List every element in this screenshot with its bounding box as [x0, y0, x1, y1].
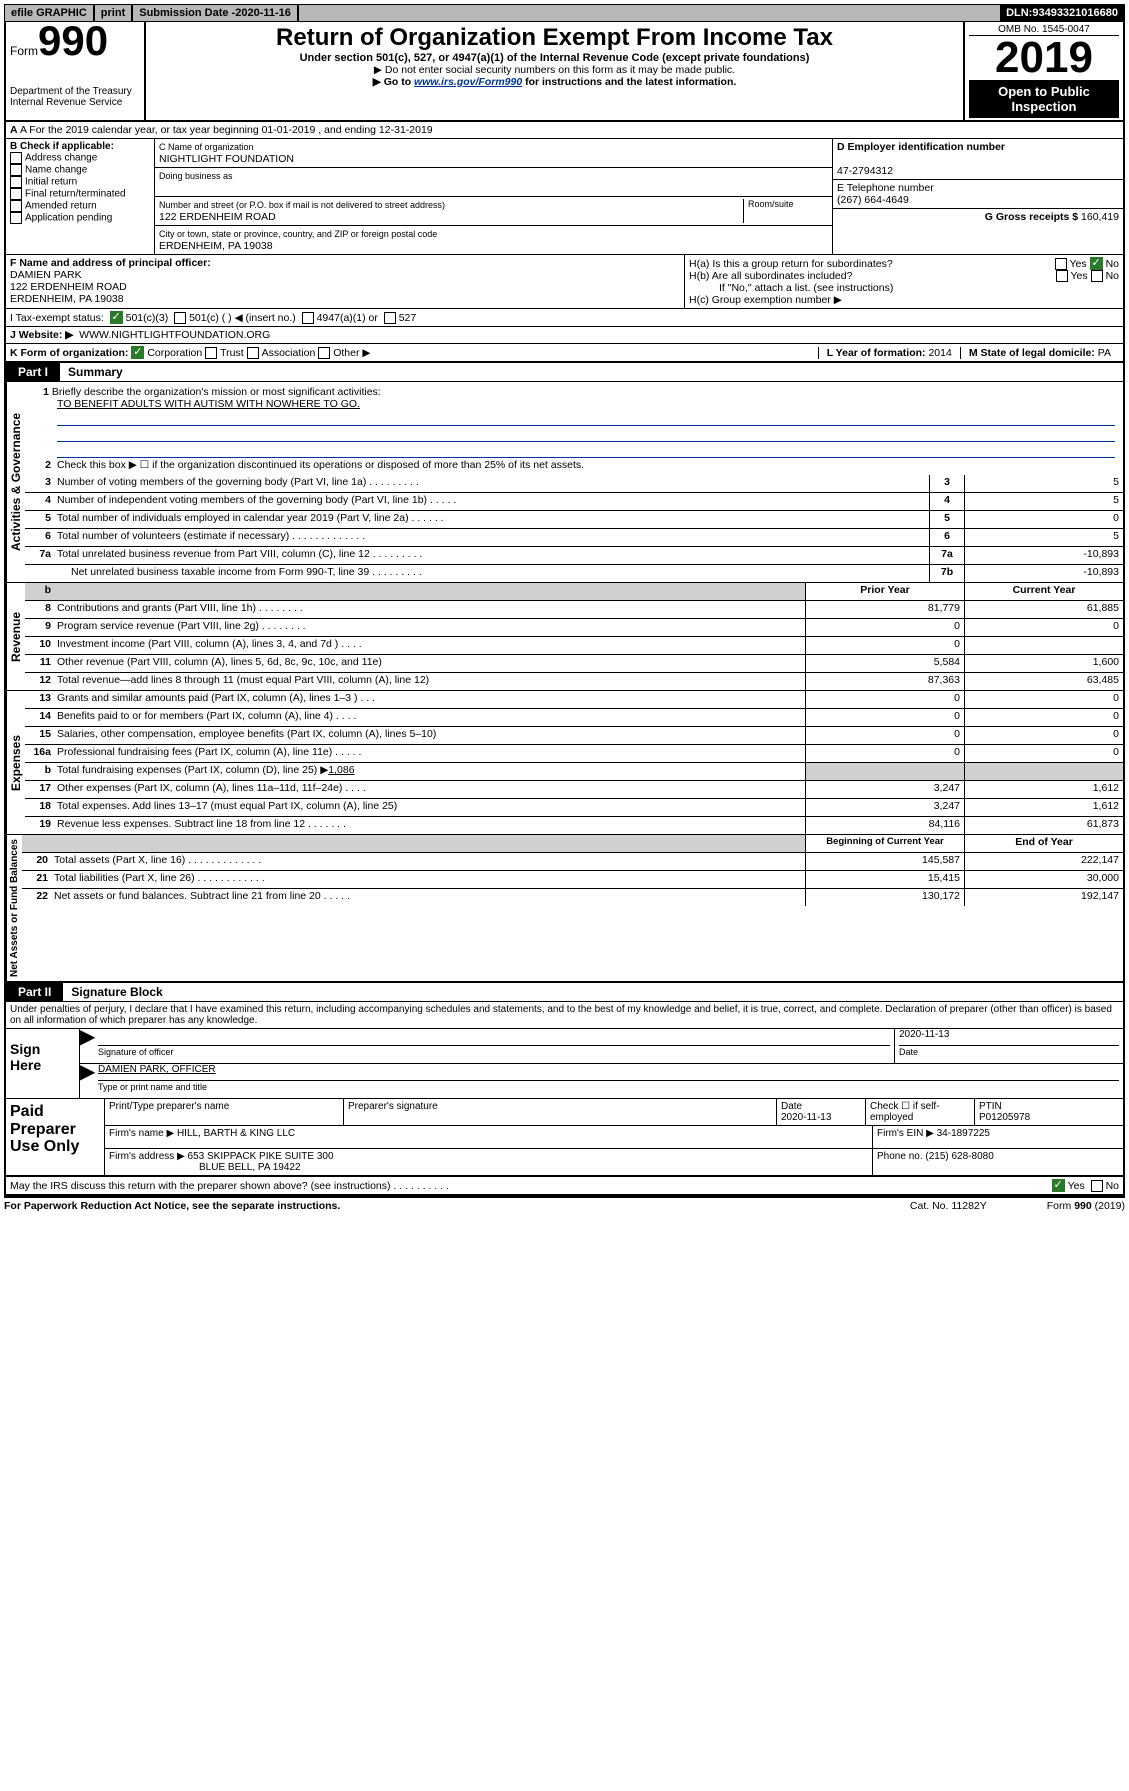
checkbox-hb-no[interactable]	[1091, 270, 1103, 282]
dln: DLN: 93493321016680	[1000, 5, 1124, 21]
checkbox-initial-return[interactable]	[10, 176, 22, 188]
checkbox-corp[interactable]: ✓	[131, 346, 144, 359]
form-number-box: Form990 Department of the Treasury Inter…	[6, 22, 146, 120]
gross-receipts-cell: G Gross receipts $ 160,419	[833, 209, 1123, 225]
checkbox-ha-yes[interactable]	[1055, 258, 1067, 270]
irs-link[interactable]: www.irs.gov/Form990	[414, 76, 522, 88]
checkbox-ha-no[interactable]: ✓	[1090, 257, 1103, 270]
perjury-statement: Under penalties of perjury, I declare th…	[6, 1002, 1123, 1029]
part1-header: Part I Summary	[6, 363, 1123, 382]
instr-link: ▶ Go to www.irs.gov/Form990 for instruct…	[152, 76, 957, 88]
vlabel-expenses: Expenses	[6, 691, 25, 834]
checkbox-address-change[interactable]	[10, 152, 22, 164]
ein-cell: D Employer identification number 47-2794…	[833, 139, 1123, 180]
vlabel-netassets: Net Assets or Fund Balances	[6, 835, 22, 981]
checkbox-name-change[interactable]	[10, 164, 22, 176]
checkbox-4947[interactable]	[302, 312, 314, 324]
tax-year: 2019	[969, 35, 1119, 80]
paid-preparer-label: Paid Preparer Use Only	[6, 1099, 105, 1175]
part2-header: Part II Signature Block	[6, 983, 1123, 1002]
arrow-icon: ▶	[80, 1064, 94, 1098]
checkbox-application-pending[interactable]	[10, 212, 22, 224]
checkbox-amended[interactable]	[10, 200, 22, 212]
form-title: Return of Organization Exempt From Incom…	[152, 24, 957, 52]
checkbox-hb-yes[interactable]	[1056, 270, 1068, 282]
org-name-cell: C Name of organization NIGHTLIGHT FOUNDA…	[155, 139, 832, 168]
checkbox-527[interactable]	[384, 312, 396, 324]
instr-ssn: ▶ Do not enter social security numbers o…	[152, 64, 957, 76]
group-return-cell: H(a) Is this a group return for subordin…	[685, 255, 1123, 308]
mission-block: 1 Briefly describe the organization's mi…	[25, 382, 1123, 458]
phone-cell: E Telephone number (267) 664-4649	[833, 180, 1123, 209]
checkbox-discuss-yes[interactable]: ✓	[1052, 1179, 1065, 1192]
checkbox-assoc[interactable]	[247, 347, 259, 359]
checkbox-501c[interactable]	[174, 312, 186, 324]
tax-exempt-row: I Tax-exempt status: ✓501(c)(3) 501(c) (…	[6, 309, 1123, 327]
form-subtitle: Under section 501(c), 527, or 4947(a)(1)…	[152, 52, 957, 64]
website-row: J Website: ▶ WWW.NIGHTLIGHTFOUNDATION.OR…	[6, 327, 1123, 344]
vlabel-governance: Activities & Governance	[6, 382, 25, 582]
checkbox-final-return[interactable]	[10, 188, 22, 200]
tax-year-row: A A For the 2019 calendar year, or tax y…	[6, 122, 1123, 139]
open-public-badge: Open to Public Inspection	[969, 80, 1119, 118]
checkbox-other[interactable]	[318, 347, 330, 359]
discuss-row: May the IRS discuss this return with the…	[6, 1177, 1123, 1196]
officer-cell: F Name and address of principal officer:…	[6, 255, 685, 308]
address-cell: Number and street (or P.O. box if mail i…	[155, 197, 832, 226]
top-bar: efile GRAPHIC print Submission Date - 20…	[4, 4, 1125, 22]
box-b-checkboxes: B Check if applicable: Address change Na…	[6, 139, 155, 254]
footer: For Paperwork Reduction Act Notice, see …	[4, 1198, 1125, 1214]
arrow-icon: ▶	[80, 1029, 94, 1063]
dba-cell: Doing business as	[155, 168, 832, 197]
form-org-row: K Form of organization: ✓Corporation Tru…	[6, 344, 1123, 363]
submission-date: Submission Date - 2020-11-16	[133, 5, 299, 21]
vlabel-revenue: Revenue	[6, 583, 25, 690]
sign-here-label: Sign Here	[6, 1029, 80, 1098]
checkbox-discuss-no[interactable]	[1091, 1180, 1103, 1192]
city-cell: City or town, state or province, country…	[155, 226, 832, 254]
checkbox-trust[interactable]	[205, 347, 217, 359]
checkbox-501c3[interactable]: ✓	[110, 311, 123, 324]
